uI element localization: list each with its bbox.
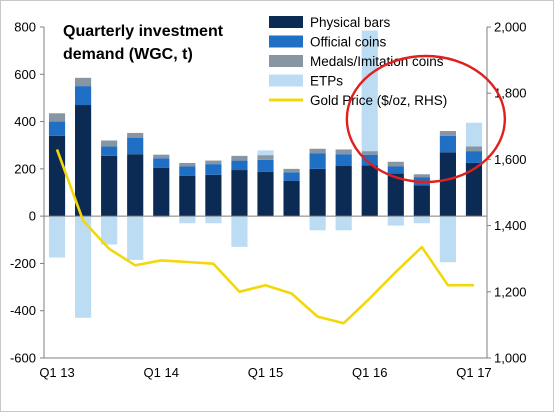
chart-title: demand (WGC, t) <box>63 46 193 63</box>
bar-segment <box>127 132 144 138</box>
bar-segment <box>101 155 118 217</box>
legend-swatch <box>269 74 303 87</box>
bar-segment <box>179 216 196 224</box>
bar-segment <box>101 146 118 156</box>
bar-segment <box>205 160 222 165</box>
bar-segment <box>75 216 92 318</box>
legend-label: Physical bars <box>310 15 391 30</box>
bar-segment <box>387 166 404 174</box>
x-tick-label: Q1 14 <box>144 365 179 380</box>
bar-segment <box>179 166 196 176</box>
bar-segment <box>361 30 378 152</box>
legend-label: Gold Price ($/oz, RHS) <box>310 93 447 108</box>
bar-segment <box>75 105 92 217</box>
bar-segment <box>361 151 378 155</box>
bar-segment <box>127 154 144 217</box>
x-tick-label: Q1 15 <box>248 365 283 380</box>
bar-segment <box>335 149 352 155</box>
chart-title: Quarterly investment <box>63 23 224 40</box>
bar-segment <box>127 137 144 155</box>
bar-segment <box>257 150 274 156</box>
x-tick-label: Q1 16 <box>352 365 387 380</box>
gold-price-line <box>55 149 474 325</box>
left-tick-label: -600 <box>10 351 36 366</box>
bar-segment <box>309 153 326 169</box>
left-tick-label: 400 <box>14 114 36 129</box>
bar-segment <box>153 167 170 217</box>
legend-swatch <box>269 16 303 28</box>
bar-segment <box>465 162 483 217</box>
right-tick-label: 1,600 <box>494 152 527 167</box>
bar-segment <box>387 161 404 167</box>
bar-segment <box>127 216 144 260</box>
bar-segment <box>465 146 483 152</box>
bar-segment <box>48 113 66 122</box>
bar-segment <box>75 86 92 106</box>
bar-segment <box>387 216 404 226</box>
right-tick-label: 1,200 <box>494 284 527 299</box>
bar-segment <box>205 174 222 217</box>
bar-segment <box>205 164 222 175</box>
bar-segment <box>439 152 456 217</box>
bar-segment <box>335 166 352 217</box>
bar-segment <box>335 154 352 167</box>
legend-swatch <box>269 55 303 67</box>
bar-segment <box>231 155 248 161</box>
legend-swatch <box>269 35 303 48</box>
bar-segment <box>283 168 300 173</box>
bar-segment <box>335 216 352 231</box>
bar-segment <box>48 135 66 217</box>
left-tick-label: 0 <box>29 209 36 224</box>
bar-segment <box>205 216 222 224</box>
bar-segment <box>101 216 118 245</box>
left-tick-label: -400 <box>10 303 36 318</box>
x-tick-label: Q1 13 <box>39 365 74 380</box>
bar-segment <box>387 173 404 217</box>
right-tick-label: 2,000 <box>494 20 527 35</box>
bar-segment <box>309 168 326 217</box>
left-tick-label: 600 <box>14 67 36 82</box>
bar-segment <box>309 216 326 231</box>
bar-segment <box>465 122 483 147</box>
bar-segment <box>153 216 170 218</box>
bar-segment <box>309 148 326 154</box>
bar-segment <box>257 159 274 172</box>
right-tick-label: 1,000 <box>494 351 527 366</box>
bar-segment <box>48 216 66 258</box>
bar-segment <box>101 140 118 147</box>
bar-segment <box>257 155 274 160</box>
left-tick-label: 200 <box>14 161 36 176</box>
annotation-ellipse <box>345 54 507 184</box>
bar-segment <box>283 172 300 181</box>
bar-segment <box>179 162 196 167</box>
bar-segment <box>361 154 378 166</box>
right-tick-label: 1,400 <box>494 218 527 233</box>
bar-segment <box>231 160 248 171</box>
bar-segment <box>465 151 483 163</box>
bar-segment <box>153 158 170 168</box>
bar-segment <box>439 135 456 153</box>
bar-segment <box>439 131 456 136</box>
legend-label: ETPs <box>310 74 343 89</box>
bar-segment <box>48 121 66 136</box>
bar-segment <box>283 180 300 217</box>
bar-segment <box>439 216 456 263</box>
x-tick-label: Q1 17 <box>456 365 491 380</box>
bar-segment <box>361 165 378 217</box>
bar-segment <box>413 216 430 224</box>
bar-segment <box>75 77 92 87</box>
bar-segment <box>179 175 196 217</box>
left-tick-label: 800 <box>14 20 36 35</box>
left-tick-label: -200 <box>10 256 36 271</box>
bar-segment <box>153 154 170 159</box>
bar-segment <box>413 185 430 217</box>
bar-segment <box>231 216 248 247</box>
bar-segment <box>257 171 274 217</box>
legend-label: Official coins <box>310 35 387 50</box>
right-tick-label: 1,800 <box>494 86 527 101</box>
bar-segment <box>413 174 430 178</box>
bar-segment <box>231 170 248 217</box>
